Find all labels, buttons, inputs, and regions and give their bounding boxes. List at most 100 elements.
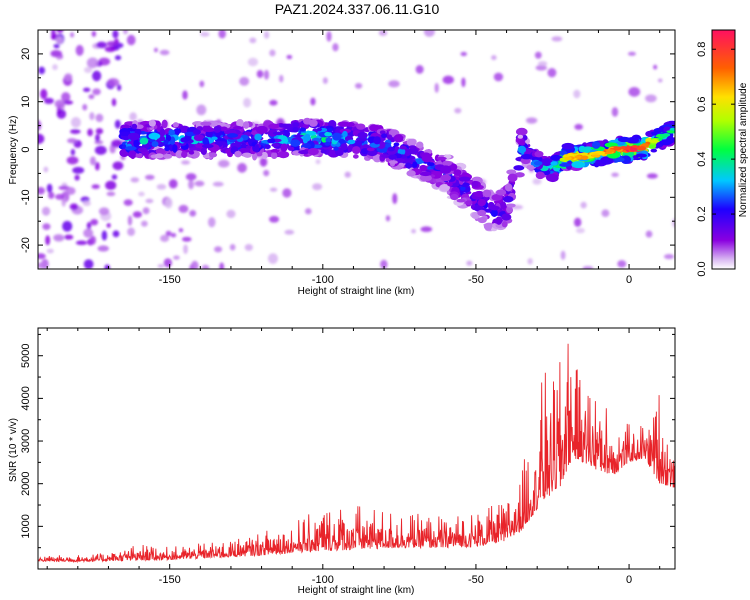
ridge-blob [175, 150, 184, 159]
y-tick-label: 10 [20, 96, 32, 108]
noise-speck [69, 203, 79, 211]
ridge-blob [139, 137, 149, 145]
ridge-blob [453, 169, 462, 176]
noise-speck [304, 208, 312, 215]
noise-speck [89, 156, 96, 166]
ridge-blob [506, 169, 517, 175]
noise-speck [101, 230, 108, 241]
ridge-blob [324, 141, 331, 146]
noise-speck [580, 201, 587, 209]
ridge-blob [517, 145, 527, 154]
ridge-blob [406, 170, 416, 177]
ridge-blob [500, 201, 507, 210]
noise-speck [48, 191, 55, 199]
noise-speck [111, 98, 117, 107]
ridge-blob [234, 150, 242, 158]
noise-speck [111, 174, 118, 180]
ridge-blob [192, 129, 201, 135]
ridge-blob [236, 119, 244, 128]
ridge-blob [200, 147, 208, 156]
noise-speck [627, 51, 636, 56]
x-tick-label: -100 [312, 574, 334, 586]
noise-speck [415, 65, 424, 74]
noise-speck [62, 220, 73, 232]
noise-speck [420, 226, 433, 233]
x-tick-label: -150 [159, 574, 181, 586]
ridge-blob [591, 141, 601, 149]
ridge-blob [412, 161, 418, 168]
noise-speck [106, 41, 118, 47]
y-tick-label: 2000 [20, 471, 32, 495]
ridge-blob [308, 119, 318, 127]
ridge-blob [416, 141, 424, 149]
noise-speck [269, 187, 278, 192]
noise-speck [493, 72, 504, 82]
ridge-blob [441, 160, 452, 167]
noise-speck [442, 75, 454, 85]
noise-speck [53, 43, 60, 49]
ridge-blob [355, 137, 368, 142]
noise-speck [380, 259, 388, 269]
noise-speck [249, 37, 257, 44]
ridge-blob [137, 147, 148, 153]
noise-speck [92, 70, 102, 82]
noise-speck [671, 218, 675, 228]
ridge-blob [399, 145, 407, 150]
ridge-blob [292, 122, 300, 128]
noise-speck [87, 128, 93, 137]
ridge-blob [256, 152, 263, 157]
ridge-blob [232, 126, 243, 130]
ridge-blob [517, 134, 524, 139]
noise-speck [525, 117, 538, 124]
noise-speck [191, 260, 199, 269]
y-tick-label: 0 [20, 146, 32, 152]
noise-speck [112, 30, 119, 39]
noise-speck [41, 206, 51, 216]
ridge-blob [320, 149, 327, 154]
ridge-blob [303, 133, 311, 142]
noise-speck [40, 88, 48, 100]
noise-speck [189, 210, 197, 217]
noise-speck [98, 207, 110, 216]
ridge-blob [119, 131, 132, 137]
spectrogram-noise [38, 30, 675, 269]
ridge-blob [604, 142, 618, 148]
ridge-blob [471, 180, 479, 188]
ridge-blob [507, 173, 518, 182]
ridge-blob [617, 136, 631, 143]
noise-speck [574, 123, 583, 131]
spectrogram-x-axis-label: Height of straight line (km) [298, 286, 415, 297]
ridge-blob [173, 127, 182, 135]
ridge-blob [188, 150, 195, 155]
noise-speck [156, 184, 167, 190]
ridge-blob [458, 176, 471, 182]
ridge-blob [195, 143, 205, 149]
noise-speck [434, 82, 439, 93]
noise-speck [94, 145, 107, 155]
ridge-blob [287, 146, 295, 151]
ridge-blob [208, 152, 218, 158]
noise-speck [97, 245, 110, 252]
noise-speck [163, 258, 173, 268]
noise-speck [56, 109, 67, 119]
noise-speck [56, 30, 64, 33]
colorbar-label: Normalized spectral amplitude [738, 82, 749, 217]
noise-speck [312, 183, 323, 191]
noise-speck [454, 107, 462, 114]
noise-speck [196, 104, 207, 116]
ridge-blob [172, 144, 178, 153]
noise-speck [95, 128, 104, 135]
noise-speck [38, 133, 45, 145]
noise-speck [112, 230, 120, 238]
noise-speck [127, 227, 136, 237]
noise-speck [663, 254, 675, 260]
y-tick-label: -20 [20, 237, 32, 253]
ridge-blob [352, 154, 359, 159]
ridge-blob [325, 137, 332, 143]
noise-speck [52, 64, 58, 71]
ridge-blob [241, 142, 247, 150]
noise-speck [130, 177, 140, 183]
ridge-blob [427, 162, 435, 167]
noise-speck [45, 235, 51, 246]
noise-speck [88, 94, 95, 100]
